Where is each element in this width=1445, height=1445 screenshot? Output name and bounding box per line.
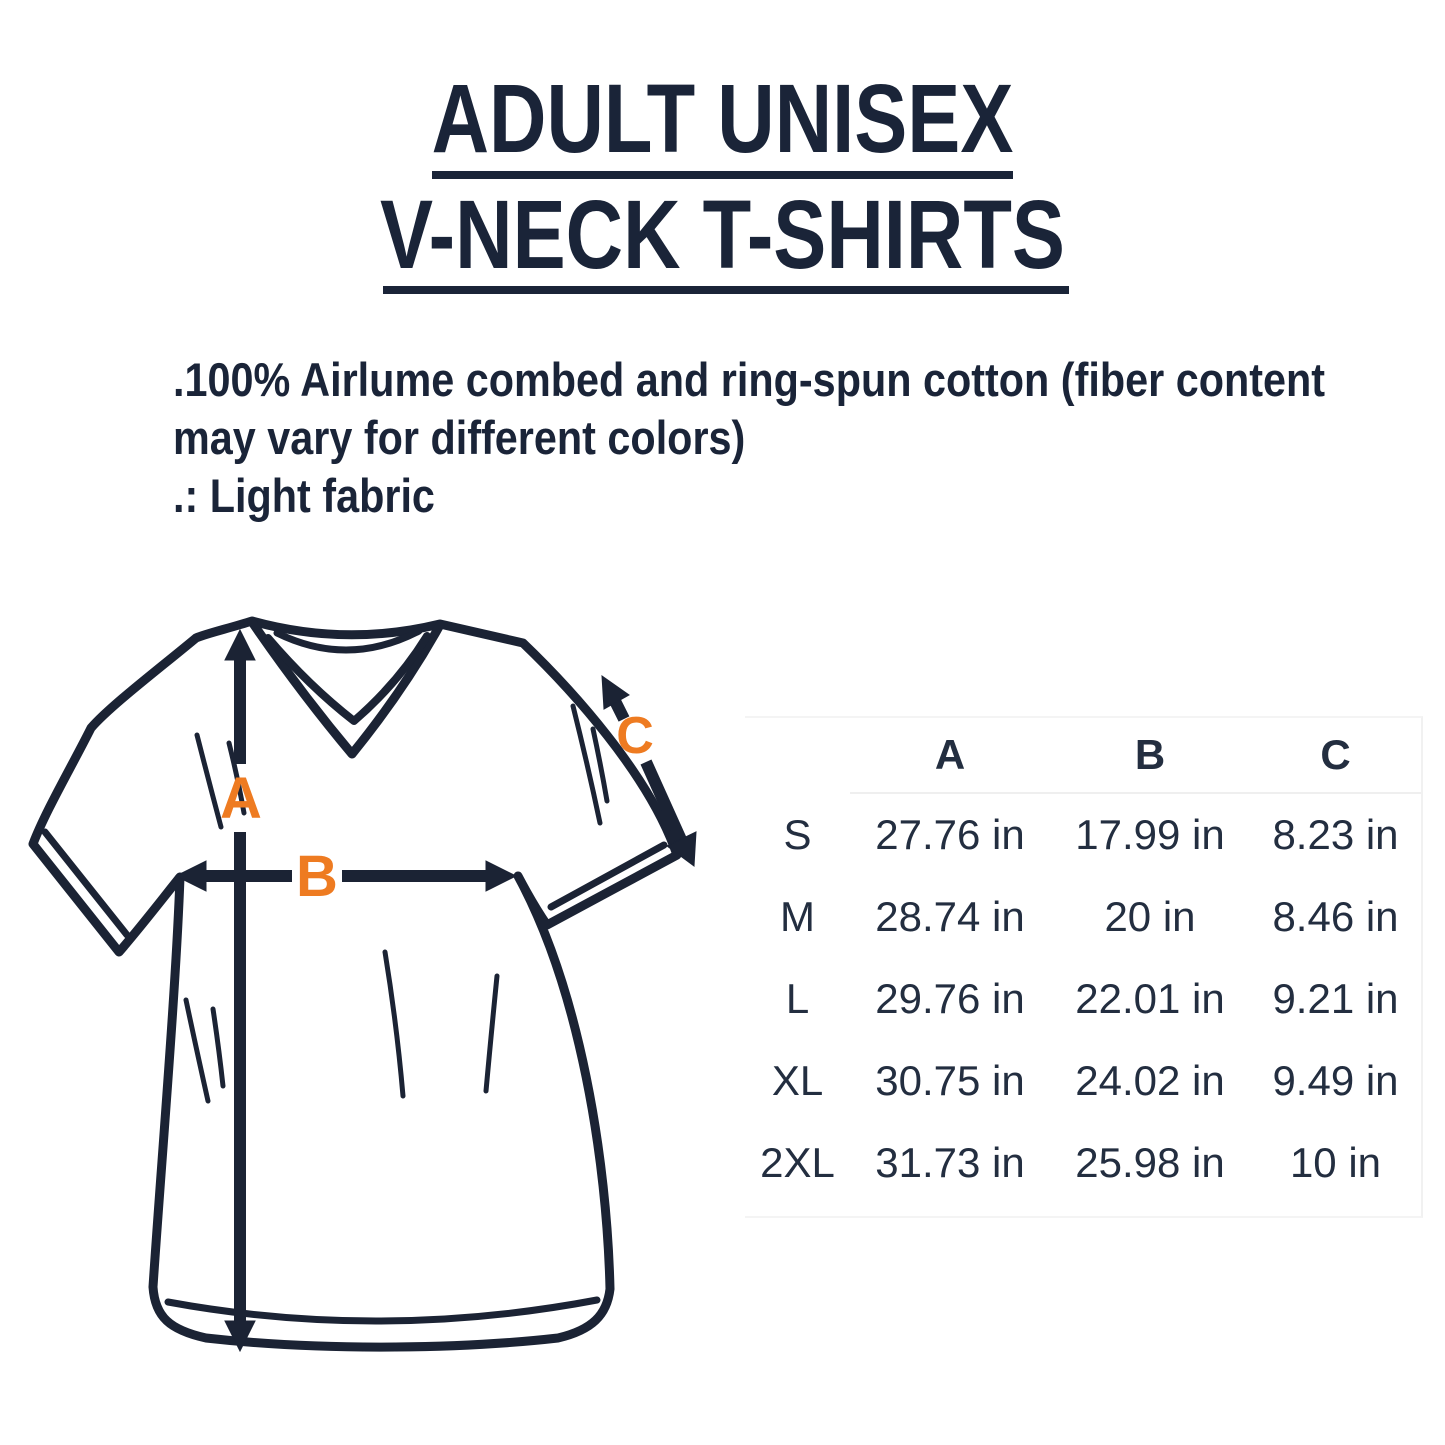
description-line-2: may vary for different colors) — [173, 411, 746, 464]
measurement-arrows — [174, 628, 697, 1353]
collar-inner-v-line — [264, 632, 431, 725]
measure-c-arrowhead-top — [601, 674, 630, 710]
measurement-cell-a: 30.75 in — [875, 1057, 1025, 1104]
column-header-a: A — [850, 718, 1050, 794]
measurement-cell-b: 17.99 in — [1075, 811, 1225, 858]
size-chart-table: A B C S 27.76 in 17.99 in 8.23 in M 28.7… — [745, 716, 1423, 1218]
tshirt-drawing — [28, 616, 682, 1352]
measure-a-arrowhead-top — [224, 628, 256, 661]
column-header-c: C — [1250, 718, 1421, 794]
size-cell: L — [785, 975, 810, 1022]
measure-label-b: B — [296, 844, 338, 909]
size-cell: 2XL — [760, 1139, 835, 1186]
size-cell: S — [783, 811, 812, 858]
measurement-cell-a: 27.76 in — [875, 811, 1025, 858]
left-cuff-inner-line — [41, 828, 131, 939]
measurement-cell-a: 29.76 in — [875, 975, 1025, 1022]
measurement-cell-b: 20 in — [1104, 893, 1196, 940]
measurement-cell-b: 24.02 in — [1075, 1057, 1225, 1104]
collar-outer-v-line — [247, 617, 445, 759]
collar-back-inner-line — [273, 627, 423, 654]
measure-label-a: A — [220, 766, 262, 831]
wrinkle-strokes — [183, 703, 610, 1104]
product-description: .100% Airlume combed and ring-spun cotto… — [173, 351, 1325, 525]
measure-b-arrowhead-left — [174, 860, 207, 892]
title-underline-1 — [432, 171, 1013, 179]
size-cell: XL — [771, 1057, 824, 1104]
page-title-line-1: ADULT UNISEX — [431, 64, 1014, 173]
measurement-cell-c: 9.49 in — [1272, 1057, 1399, 1104]
page-title-line-2: V-NECK T-SHIRTS — [379, 180, 1065, 289]
title-underline-2 — [383, 286, 1069, 294]
measure-a-arrowhead-bottom — [224, 1320, 256, 1353]
measurement-cell-b: 22.01 in — [1075, 975, 1225, 1022]
measure-c-arrowhead-bottom — [666, 831, 697, 867]
measurement-cell-b: 25.98 in — [1075, 1139, 1225, 1186]
column-header-b: B — [1050, 718, 1250, 794]
column-header-corner — [745, 718, 850, 792]
measurement-cell-c: 8.23 in — [1272, 811, 1399, 858]
measurement-cell-c: 8.46 in — [1272, 893, 1399, 940]
description-line-3: .: Light fabric — [173, 469, 435, 522]
right-cuff-inner-line — [547, 841, 668, 911]
size-cell: M — [780, 893, 815, 940]
measurement-cell-a: 31.73 in — [875, 1139, 1025, 1186]
measurement-cell-c: 9.21 in — [1272, 975, 1399, 1022]
description-line-1: .100% Airlume combed and ring-spun cotto… — [173, 353, 1326, 406]
measure-c-shaft — [640, 759, 688, 845]
measurement-cell-a: 28.74 in — [875, 893, 1025, 940]
measure-b-arrowhead-right — [485, 860, 518, 892]
measurement-cell-c: 10 in — [1289, 1139, 1382, 1186]
tshirt-body-outline — [28, 616, 682, 1352]
hem-inner-line — [164, 1296, 601, 1325]
measure-label-c: C — [616, 707, 654, 765]
size-chart-grid: A B C S 27.76 in 17.99 in 8.23 in M 28.7… — [745, 718, 1421, 1204]
